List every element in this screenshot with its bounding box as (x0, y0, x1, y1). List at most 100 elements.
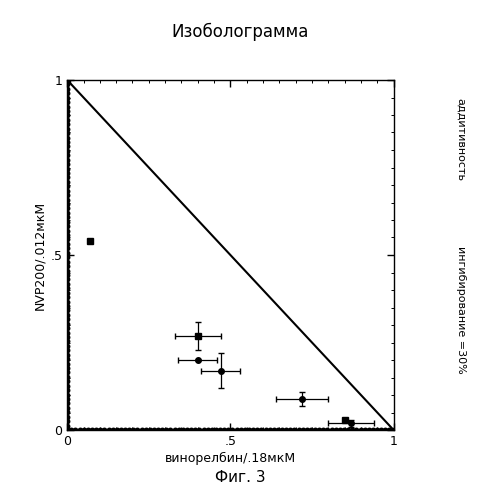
Point (63, 306, 71, 314)
Point (377, 426, 385, 434)
Point (63, 236, 71, 244)
Point (369, 426, 377, 434)
Point (63, 249, 71, 257)
Point (63, 315, 71, 323)
Point (266, 426, 274, 434)
Point (63, 231, 71, 239)
Point (353, 426, 360, 434)
Point (241, 426, 249, 434)
Point (92, 426, 100, 434)
Point (96, 426, 104, 434)
Point (63, 271, 71, 279)
Point (63, 156, 71, 164)
Point (63, 355, 71, 363)
Point (340, 426, 348, 434)
Point (307, 426, 315, 434)
Point (63, 182, 71, 190)
Point (163, 426, 170, 434)
Point (195, 426, 203, 434)
Text: Изоболограмма: Изоболограмма (171, 22, 309, 40)
Point (63, 226, 71, 234)
Point (373, 426, 381, 434)
Y-axis label: NVP200/.012мкМ: NVP200/.012мкМ (33, 200, 46, 310)
Text: ингибирование =30%: ингибирование =30% (456, 246, 466, 374)
Point (299, 426, 307, 434)
Point (63, 152, 71, 160)
Point (253, 426, 261, 434)
Point (179, 426, 187, 434)
Point (63, 253, 71, 261)
Point (237, 426, 245, 434)
Point (361, 426, 369, 434)
Point (262, 426, 269, 434)
Point (63, 134, 71, 141)
Point (63, 80, 71, 88)
Point (63, 164, 71, 172)
Point (249, 426, 257, 434)
Point (63, 94, 71, 102)
Point (63, 85, 71, 93)
Point (63, 160, 71, 168)
Point (212, 426, 220, 434)
Point (63, 328, 71, 336)
X-axis label: винорелбин/.18мкМ: винорелбин/.18мкМ (165, 452, 296, 465)
Point (320, 426, 327, 434)
Point (295, 426, 302, 434)
Point (63, 311, 71, 319)
Point (63, 426, 71, 434)
Point (63, 342, 71, 350)
Point (63, 214, 71, 222)
Text: аддитивность: аддитивность (456, 98, 466, 182)
Point (63, 298, 71, 306)
Point (282, 426, 290, 434)
Point (216, 426, 224, 434)
Point (63, 320, 71, 328)
Point (63, 390, 71, 398)
Point (258, 426, 265, 434)
Point (390, 426, 397, 434)
Point (63, 333, 71, 341)
Point (63, 386, 71, 394)
Point (63, 138, 71, 146)
Point (63, 378, 71, 386)
Point (228, 426, 236, 434)
Point (63, 112, 71, 120)
Point (63, 258, 71, 266)
Point (225, 426, 232, 434)
Point (204, 426, 212, 434)
Point (63, 191, 71, 199)
Point (63, 218, 71, 226)
Point (365, 426, 372, 434)
Point (63, 346, 71, 354)
Point (63, 178, 71, 186)
Point (183, 426, 191, 434)
Point (158, 426, 166, 434)
Text: Фиг. 3: Фиг. 3 (215, 470, 265, 485)
Point (63, 142, 71, 150)
Point (63, 408, 71, 416)
Point (357, 426, 364, 434)
Point (63, 174, 71, 182)
Point (63, 76, 71, 84)
Point (332, 426, 339, 434)
Point (187, 426, 195, 434)
Point (270, 426, 277, 434)
Point (315, 426, 323, 434)
Point (344, 426, 352, 434)
Point (63, 284, 71, 292)
Point (328, 426, 336, 434)
Point (76, 426, 84, 434)
Point (63, 244, 71, 252)
Point (63, 280, 71, 288)
Point (88, 426, 96, 434)
Point (63, 107, 71, 115)
Point (171, 426, 179, 434)
Point (167, 426, 174, 434)
Point (287, 426, 294, 434)
Point (233, 426, 240, 434)
Point (311, 426, 319, 434)
Point (154, 426, 162, 434)
Point (80, 426, 87, 434)
Point (146, 426, 154, 434)
Point (109, 426, 117, 434)
